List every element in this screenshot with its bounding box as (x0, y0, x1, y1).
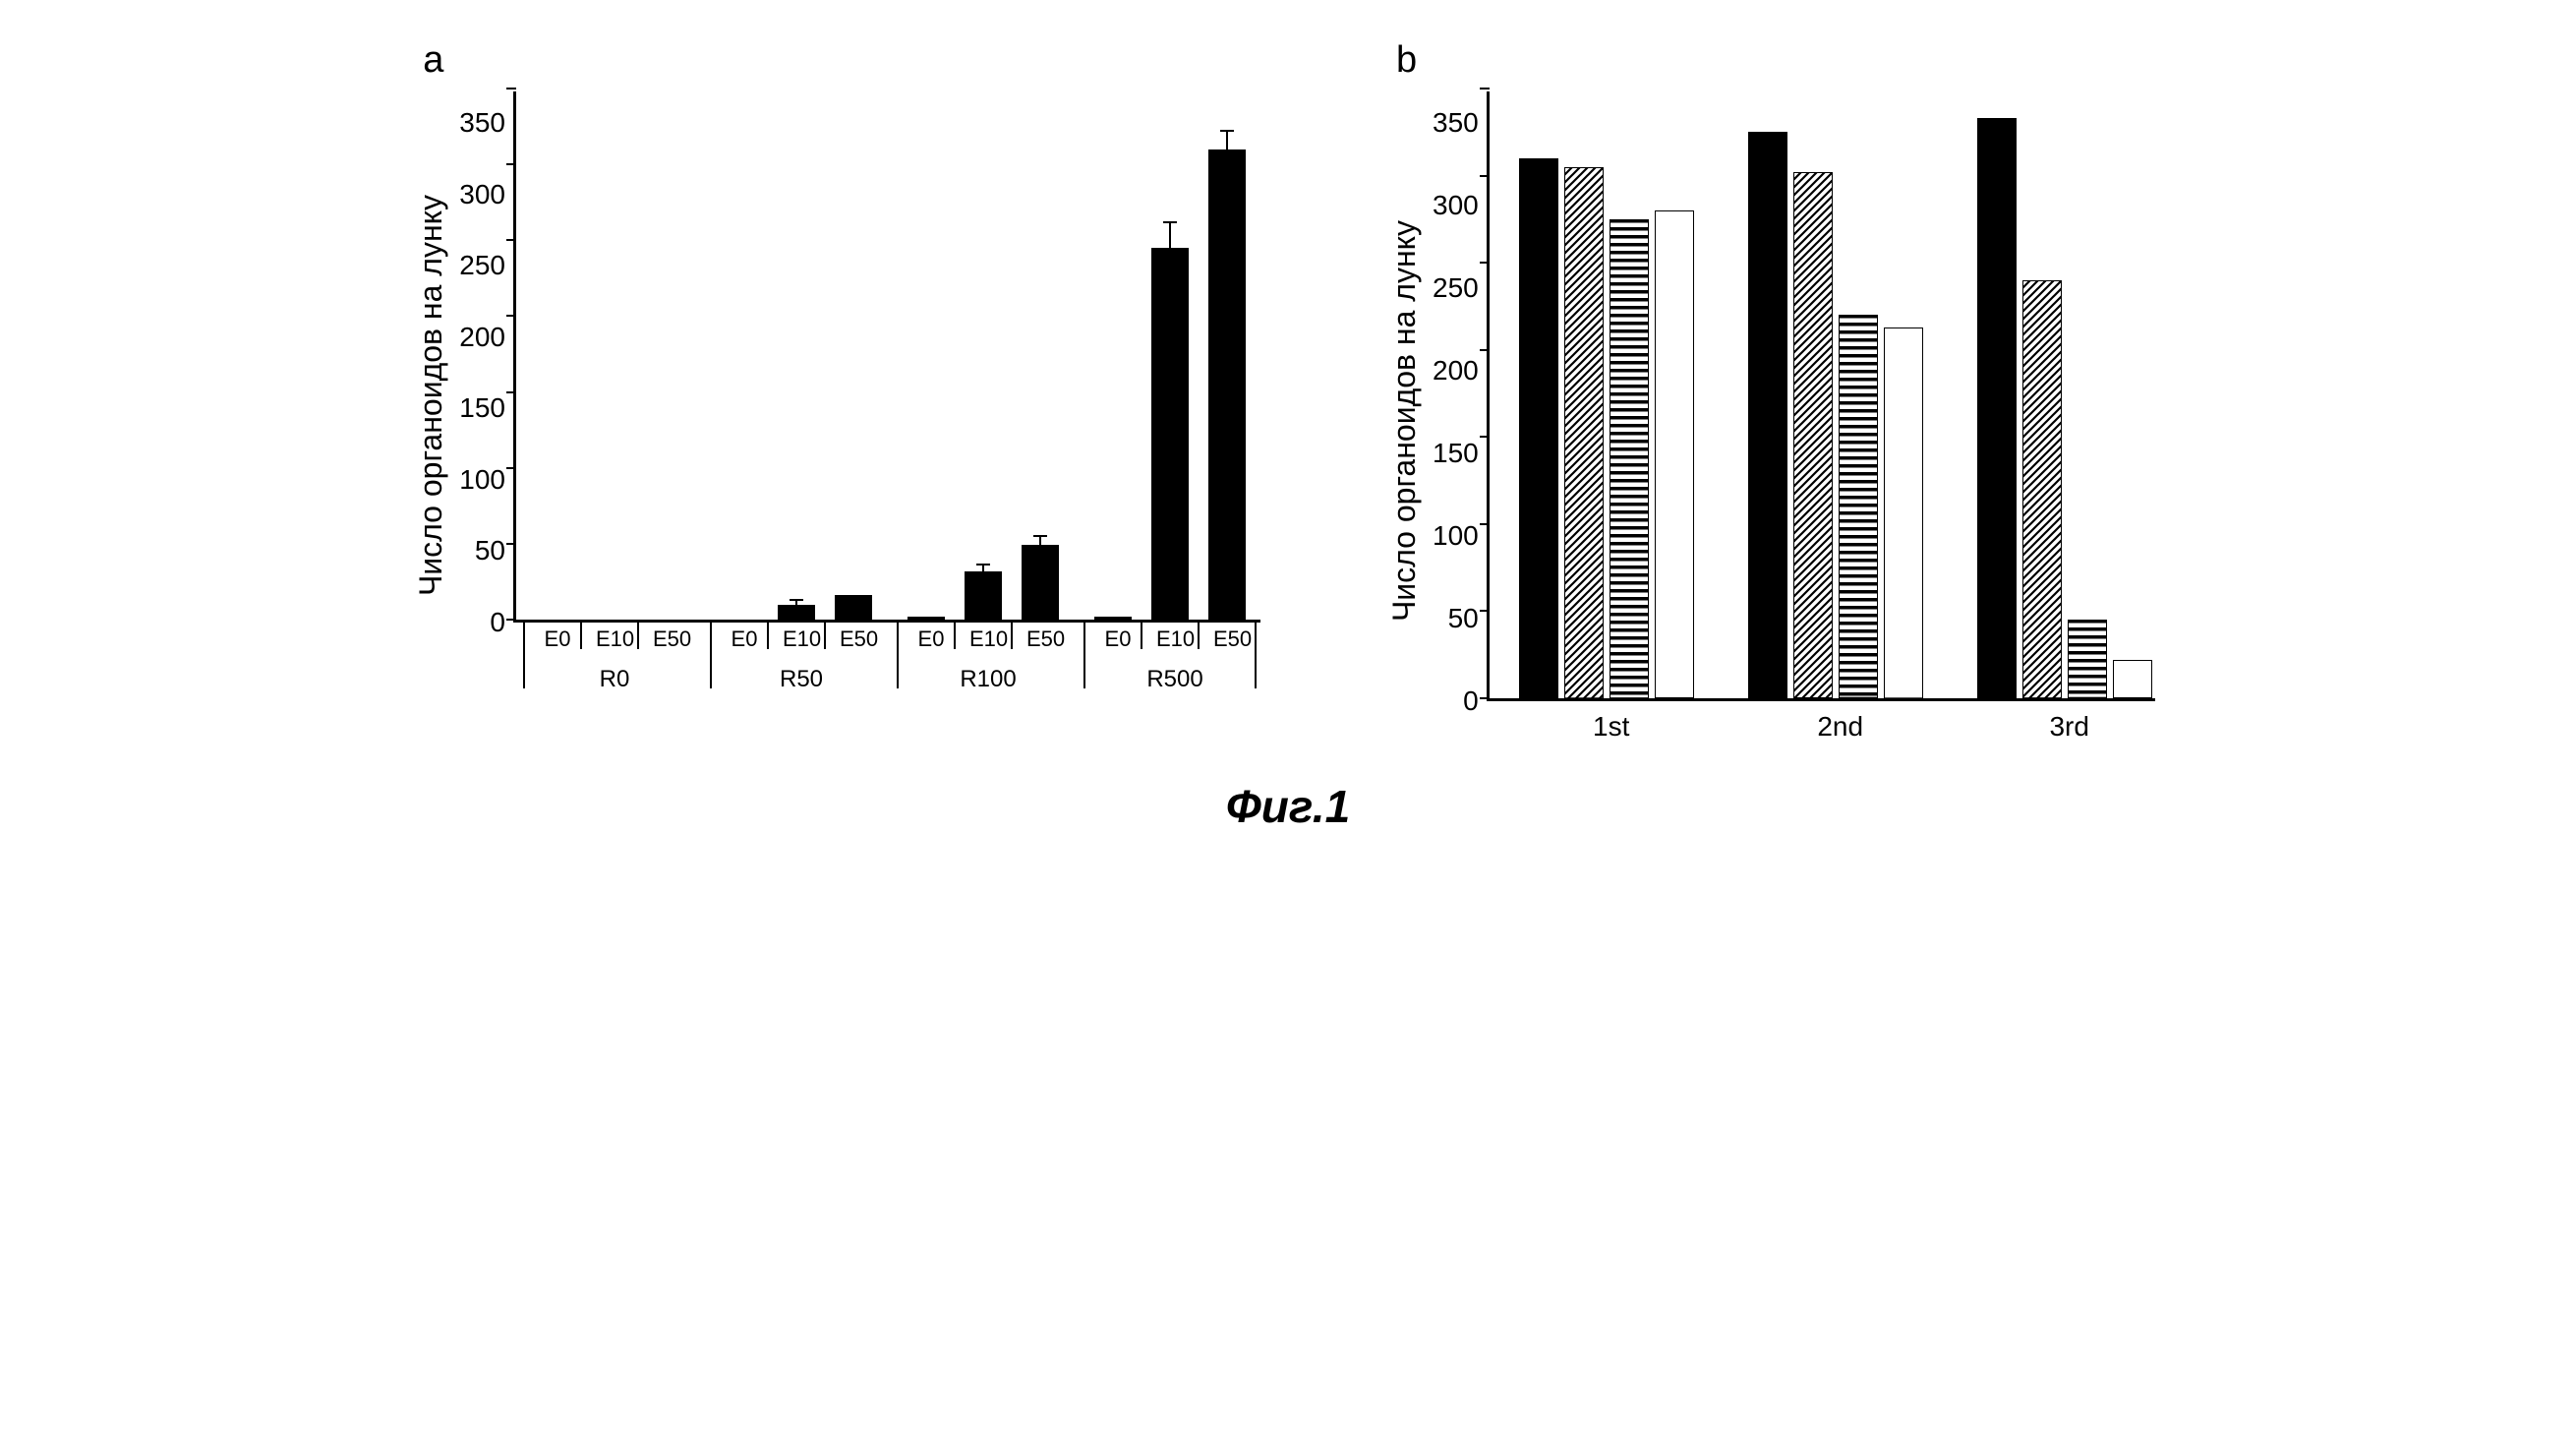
x-group-label: 3rd (1982, 711, 2157, 743)
x-sub-label: E50 (1213, 626, 1251, 652)
bar (1564, 167, 1604, 698)
bar (1977, 118, 2017, 698)
chart-a-xlabels-sub: E0 E10 E50 E0 E10 E50 E0 E10 E50 E0 E10 E50 (521, 626, 1268, 660)
bar (835, 595, 872, 620)
panel-b-label: b (1396, 39, 2163, 82)
ytick-label: 0 (490, 607, 505, 638)
chart-b-wrap: Число органоидов на лунку 350 300 250 200 15… (1386, 91, 2163, 750)
bar (1793, 172, 1833, 698)
x-group-label: 2nd (1753, 711, 1928, 743)
bar (2113, 660, 2152, 698)
bar (1094, 617, 1132, 620)
bar (1022, 545, 1059, 620)
x-sub-label: E10 (783, 626, 820, 652)
ytick-label: 250 (1433, 272, 1479, 304)
x-group-label: 1st (1524, 711, 1699, 743)
bar (1208, 149, 1246, 620)
ytick-label: 300 (1433, 190, 1479, 221)
bar (907, 617, 945, 620)
figure-caption: Фиг.1 (39, 780, 2537, 833)
x-sub-label: E50 (653, 626, 690, 652)
x-sub-label: E10 (596, 626, 633, 652)
chart-b-yaxis: 350300250200150100500 (1433, 91, 1487, 701)
bar (778, 605, 815, 620)
bar (2022, 280, 2062, 698)
bar (1655, 210, 1694, 698)
chart-b-ylabel: Число органоидов на лунку (1386, 220, 1423, 622)
chart-b-xlabels: 1st 2nd 3rd (1494, 711, 2163, 750)
ytick-label: 200 (459, 322, 505, 353)
x-group-label: R50 (716, 666, 887, 693)
bar (1884, 327, 1923, 698)
x-group-label: R0 (529, 666, 700, 693)
ytick-label: 150 (1433, 438, 1479, 469)
x-sub-label: E0 (1099, 626, 1137, 652)
bar (1748, 132, 1787, 698)
bar (1519, 158, 1558, 698)
x-sub-label: E0 (912, 626, 950, 652)
chart-b-plot (1487, 91, 2155, 701)
ytick-label: 200 (1433, 355, 1479, 387)
chart-a-yaxis: 350300250200150100500 (459, 91, 513, 623)
ytick-label: 100 (1433, 520, 1479, 552)
bar (965, 571, 1002, 620)
panel-a: a Число органоидов на лунку 350 300 250 200… (413, 39, 1268, 699)
x-sub-label: E50 (1026, 626, 1064, 652)
bar (1610, 219, 1649, 698)
figure-container: a Число органоидов на лунку 350 300 250 200… (39, 39, 2537, 750)
x-sub-label: E50 (840, 626, 877, 652)
ytick-label: 250 (459, 250, 505, 281)
x-sub-label: E10 (969, 626, 1007, 652)
x-group-label: R100 (903, 666, 1074, 693)
panel-a-label: a (423, 39, 1268, 82)
chart-a-plot (513, 91, 1260, 623)
x-sub-label: E10 (1156, 626, 1194, 652)
ytick-label: 150 (459, 392, 505, 424)
ytick-label: 50 (475, 535, 505, 566)
ytick-label: 350 (459, 107, 505, 139)
ytick-label: 100 (459, 464, 505, 496)
ytick-label: 0 (1463, 685, 1479, 717)
x-sub-label: E0 (726, 626, 763, 652)
ytick-label: 300 (459, 179, 505, 210)
x-group-label: R500 (1089, 666, 1260, 693)
bar (2068, 620, 2107, 698)
x-sub-label: E0 (539, 626, 576, 652)
chart-a-ylabel: Число органоидов на лунку (413, 195, 449, 596)
ytick-label: 350 (1433, 107, 1479, 139)
chart-a-xlabels-group: R0 R50 R100 R500 (521, 666, 1268, 699)
bar (1151, 248, 1189, 620)
chart-a-wrap: Число органоидов на лунку 350 300 250 200 15… (413, 91, 1268, 699)
panel-b: b Число органоидов на лунку 350 300 250 200… (1386, 39, 2163, 750)
bar (1839, 315, 1878, 698)
ytick-label: 50 (1448, 603, 1479, 634)
